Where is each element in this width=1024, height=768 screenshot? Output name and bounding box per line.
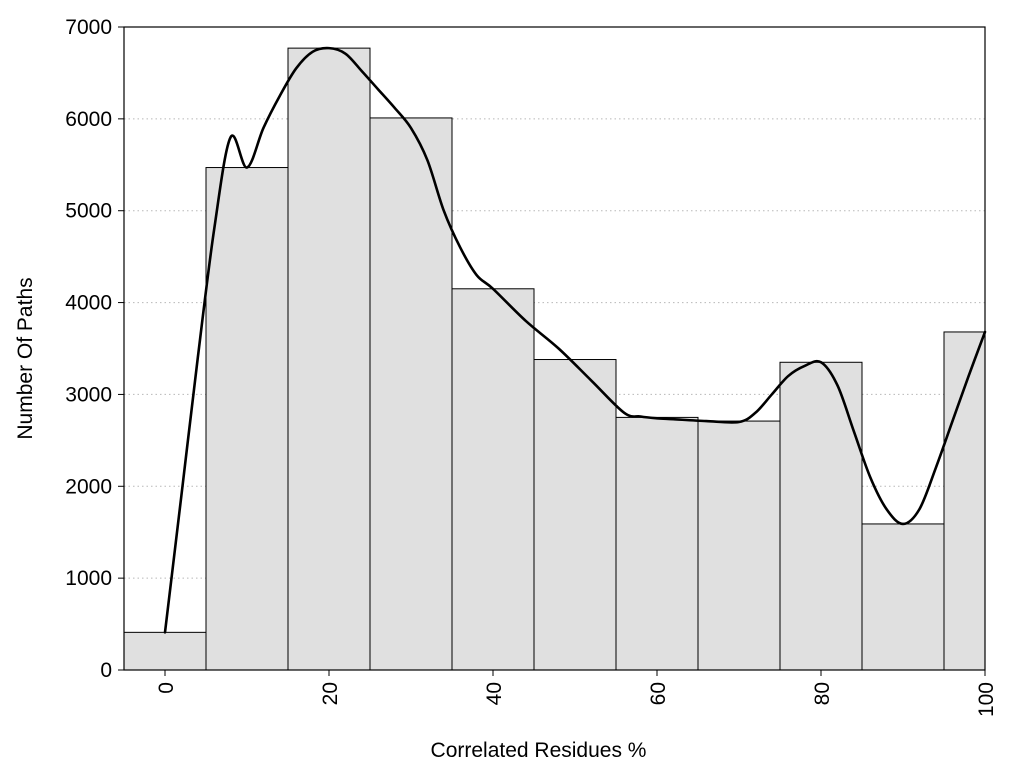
histogram-bar <box>123 631 207 671</box>
y-tick-label: 3000 <box>65 383 112 406</box>
x-axis-ticks: 0 20 40 60 80 100 <box>155 670 998 717</box>
x-tick-label: 100 <box>975 682 998 717</box>
y-tick-label: 6000 <box>65 108 112 131</box>
histogram-bar <box>451 288 535 671</box>
x-axis-label: Correlated Residues % <box>431 739 647 762</box>
histogram-bar <box>779 361 863 671</box>
x-tick-label: 80 <box>811 682 834 705</box>
y-tick-label: 5000 <box>65 200 112 223</box>
x-tick-label: 20 <box>319 682 342 705</box>
x-tick-label: 60 <box>647 682 670 705</box>
density-curve <box>163 46 987 634</box>
histogram-bar <box>697 420 781 671</box>
bars <box>123 47 986 671</box>
y-tick-label: 7000 <box>65 16 112 39</box>
density-curve-layer <box>163 46 987 634</box>
y-tick-label: 4000 <box>65 292 112 315</box>
y-tick-label: 0 <box>100 659 112 682</box>
histogram-bar <box>533 359 617 671</box>
y-tick-label: 2000 <box>65 475 112 498</box>
histogram-bar <box>943 331 986 671</box>
y-axis-label: Number Of Paths <box>14 277 37 439</box>
histogram-bar <box>205 167 289 671</box>
y-axis-ticks: 0 1000 2000 3000 4000 5000 6000 7000 <box>65 16 124 682</box>
x-tick-label: 0 <box>155 682 178 694</box>
plot-frame <box>123 26 986 671</box>
y-tick-label: 1000 <box>65 567 112 590</box>
x-tick-label: 40 <box>483 682 506 705</box>
histogram-bar <box>615 416 699 671</box>
histogram-bar <box>861 523 945 671</box>
histogram-bar <box>287 47 371 671</box>
histogram-bar <box>369 117 453 671</box>
